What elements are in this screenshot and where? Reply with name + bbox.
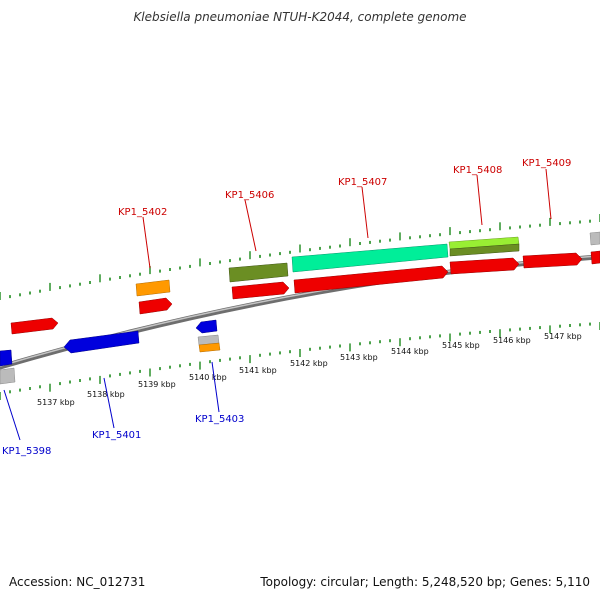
scale-label: 5137 kbp <box>37 398 75 407</box>
cds-block-gray[interactable] <box>0 367 16 385</box>
scale-label: 5145 kbp <box>442 341 480 350</box>
leader-line <box>361 186 369 239</box>
leader-line <box>476 174 483 226</box>
gene-label-forward[interactable]: KP1_5409 <box>522 158 571 169</box>
cds-block-orange[interactable] <box>135 279 171 297</box>
cds-block-orange[interactable] <box>198 342 221 353</box>
cds-arrow-forward[interactable] <box>449 257 520 275</box>
label-leaders <box>3 168 552 441</box>
gene-label-reverse[interactable]: KP1_5403 <box>195 414 244 425</box>
gene-label-forward[interactable]: KP1_5408 <box>453 165 502 176</box>
cds-arrow-reverse[interactable] <box>195 319 218 334</box>
cds-arrow-reverse[interactable] <box>0 349 13 367</box>
gene-labels: KP1_5402 KP1_5406 KP1_5407 KP1_5408 KP1_… <box>2 158 571 457</box>
cds-arrow-forward[interactable] <box>590 250 600 265</box>
scale-label: 5147 kbp <box>544 332 582 341</box>
scale-labels: 5137 kbp 5138 kbp 5139 kbp 5140 kbp 5141… <box>37 332 582 407</box>
cds-arrow-forward[interactable] <box>10 317 59 335</box>
gene-label-forward[interactable]: KP1_5407 <box>338 177 387 188</box>
scale-label: 5144 kbp <box>391 347 429 356</box>
cds-arrow-forward[interactable] <box>293 265 449 294</box>
inner-scale-ticks <box>0 322 600 400</box>
scale-label: 5146 kbp <box>493 336 531 345</box>
leader-line <box>244 199 257 252</box>
scale-label: 5142 kbp <box>290 359 328 368</box>
gene-label-reverse[interactable]: KP1_5401 <box>92 430 141 441</box>
genome-summary-text: Topology: circular; Length: 5,248,520 bp… <box>260 575 590 589</box>
scale-label: 5140 kbp <box>189 373 227 382</box>
leader-line <box>142 216 151 269</box>
cds-arrow-forward[interactable] <box>138 297 173 315</box>
leader-line <box>103 377 115 429</box>
cds-arrow-reverse[interactable] <box>63 330 140 354</box>
cds-block-olive-lower[interactable] <box>449 243 520 257</box>
map-title: Klebsiella pneumoniae NTUH-K2044, comple… <box>133 10 467 24</box>
cds-block-spring-green[interactable] <box>291 243 449 273</box>
accession-text: Accession: NC_012731 <box>9 575 146 589</box>
leader-line <box>211 361 220 413</box>
cds-block-gray[interactable] <box>589 231 600 246</box>
cds-block-olive[interactable] <box>228 262 289 283</box>
gene-label-forward[interactable]: KP1_5406 <box>225 190 274 201</box>
outer-scale-ticks <box>0 214 600 300</box>
gene-label-reverse[interactable]: KP1_5398 <box>2 446 51 457</box>
leader-line <box>3 389 21 441</box>
scale-label: 5138 kbp <box>87 390 125 399</box>
leader-line <box>545 168 552 220</box>
cds-arrow-forward[interactable] <box>231 281 290 300</box>
scale-label: 5141 kbp <box>239 366 277 375</box>
scale-label: 5143 kbp <box>340 353 378 362</box>
scale-label: 5139 kbp <box>138 380 176 389</box>
gene-label-forward[interactable]: KP1_5402 <box>118 207 167 218</box>
cds-arrow-forward[interactable] <box>522 252 583 269</box>
